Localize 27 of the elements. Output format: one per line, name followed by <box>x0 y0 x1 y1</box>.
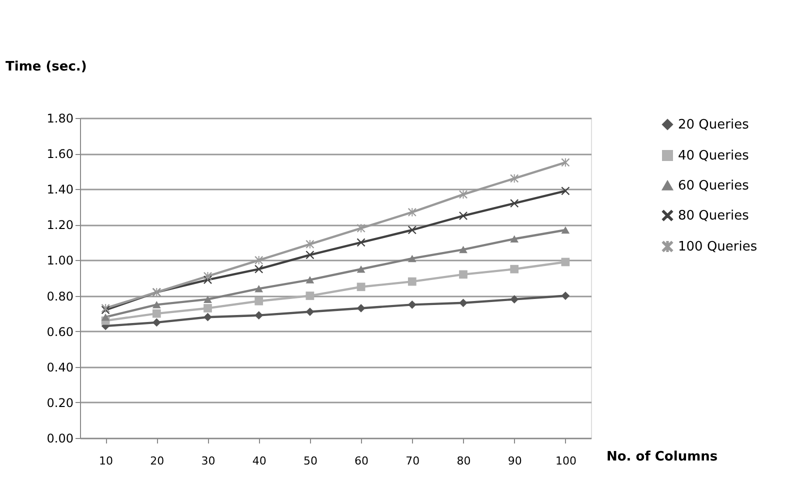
y-tick-label: 0.20 <box>46 396 74 410</box>
y-tick-label: 1.00 <box>46 254 74 268</box>
y-tick-label: 0.60 <box>46 324 74 339</box>
y-tick-label: 0.40 <box>46 360 74 374</box>
y-tick-label: 1.40 <box>46 182 74 197</box>
legend-label: 40 Queries <box>678 148 750 164</box>
y-tick-label: 1.60 <box>46 147 74 162</box>
x-tick-label: 10 <box>99 454 114 468</box>
x-tick-label: 70 <box>406 454 420 468</box>
x-tick-label: 20 <box>150 454 164 468</box>
y-tick-label: 0.80 <box>46 289 74 304</box>
legend-label: 100 Queries <box>678 240 758 254</box>
x-tick-label: 30 <box>201 454 216 468</box>
legend-label: 60 Queries <box>678 178 750 194</box>
x-tick-label: 60 <box>354 454 369 468</box>
y-tick-label: 0.00 <box>46 432 74 446</box>
x-tick-label: 80 <box>456 454 471 468</box>
x-axis-title: No. of Columns <box>606 450 718 464</box>
y-tick-label: 1.80 <box>46 112 74 126</box>
legend-label: 80 Queries <box>678 208 750 224</box>
x-tick-label: 100 <box>555 454 576 468</box>
legend-label: 20 Queries <box>678 118 750 132</box>
x-tick-label: 90 <box>508 454 522 468</box>
y-tick-label: 1.20 <box>46 218 74 232</box>
x-tick-label: 50 <box>303 454 318 468</box>
y-axis-title: Time (sec.) <box>6 60 87 74</box>
x-tick-label: 40 <box>252 454 266 468</box>
